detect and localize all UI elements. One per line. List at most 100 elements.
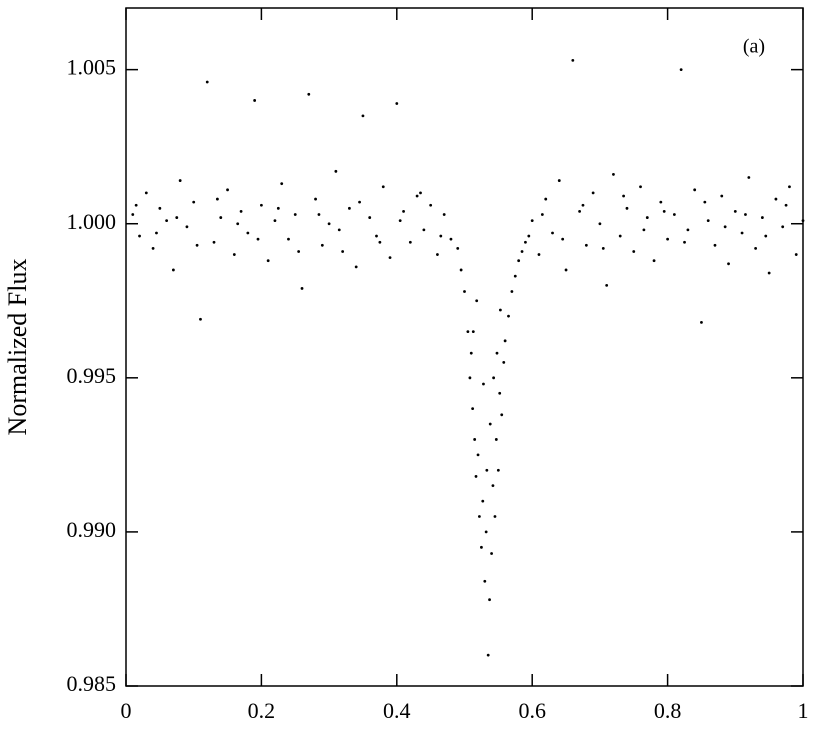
- data-point: [618, 234, 622, 238]
- data-point: [276, 206, 280, 210]
- data-point: [471, 407, 475, 411]
- data-point: [495, 351, 499, 355]
- data-point: [503, 339, 507, 343]
- data-point: [361, 114, 365, 118]
- data-point: [475, 299, 479, 303]
- data-point: [601, 246, 605, 250]
- y-tick-label: 0.990: [67, 517, 117, 542]
- data-point: [488, 598, 491, 602]
- data-point: [199, 317, 202, 321]
- data-point: [131, 213, 135, 216]
- data-point: [591, 191, 595, 195]
- x-tick-label: 0.2: [248, 698, 276, 723]
- data-point: [486, 653, 490, 657]
- data-point: [784, 203, 788, 207]
- data-point: [341, 250, 345, 253]
- data-point: [706, 219, 710, 223]
- data-point: [544, 197, 548, 201]
- data-point: [747, 176, 751, 179]
- data-point: [491, 484, 495, 488]
- data-point: [402, 210, 405, 213]
- x-tick-label: 0.8: [654, 698, 682, 723]
- data-point: [557, 179, 561, 182]
- data-point: [510, 290, 514, 293]
- data-point: [219, 216, 223, 219]
- data-point: [598, 222, 602, 226]
- data-point: [502, 361, 506, 364]
- x-tick-label: 0: [121, 698, 132, 723]
- y-tick-label: 1.000: [67, 209, 117, 234]
- data-point: [788, 185, 791, 189]
- data-point: [485, 468, 489, 472]
- data-point: [171, 268, 175, 272]
- data-point: [185, 225, 189, 229]
- x-tick-label: 0.4: [383, 698, 411, 723]
- data-point: [358, 200, 361, 204]
- data-point: [314, 197, 317, 201]
- plot-frame: [125, 7, 804, 687]
- data-point: [754, 246, 758, 250]
- data-point: [293, 213, 297, 216]
- data-point: [481, 499, 485, 503]
- data-point: [578, 210, 581, 213]
- data-point: [195, 243, 199, 247]
- data-point: [520, 250, 524, 253]
- data-point: [571, 58, 575, 62]
- data-point: [496, 468, 500, 472]
- data-point: [246, 231, 250, 235]
- data-point: [693, 188, 697, 192]
- data-point: [524, 240, 527, 244]
- data-point: [151, 246, 155, 250]
- data-point: [767, 271, 771, 275]
- data-point: [740, 231, 744, 235]
- data-point: [581, 203, 585, 207]
- data-point: [158, 206, 162, 210]
- data-point: [744, 213, 747, 216]
- data-point: [456, 246, 460, 250]
- data-point: [686, 228, 690, 232]
- data-point: [513, 274, 517, 278]
- data-point: [480, 545, 483, 549]
- data-point: [498, 308, 502, 312]
- data-point: [226, 188, 229, 192]
- data-point: [507, 314, 510, 318]
- data-point: [774, 197, 778, 201]
- data-point: [492, 376, 496, 380]
- data-point: [473, 438, 477, 441]
- data-point: [300, 287, 304, 290]
- data-point: [205, 80, 209, 84]
- data-point: [378, 240, 382, 244]
- data-point: [260, 203, 263, 207]
- data-point: [178, 179, 182, 182]
- data-point: [727, 262, 730, 266]
- data-point: [239, 210, 243, 213]
- data-point: [484, 530, 488, 534]
- data-point: [477, 515, 481, 518]
- data-point: [476, 453, 480, 457]
- data-point: [307, 92, 311, 96]
- data-point: [375, 234, 378, 238]
- data-point: [266, 259, 270, 263]
- data-point: [398, 219, 402, 223]
- data-point: [215, 197, 219, 201]
- data-point: [327, 222, 331, 226]
- x-tick-label: 1: [798, 698, 809, 723]
- data-point: [720, 194, 724, 198]
- data-point: [632, 250, 636, 253]
- data-point: [483, 579, 487, 583]
- data-point: [605, 283, 609, 287]
- data-point: [683, 240, 686, 244]
- data-point: [564, 268, 568, 272]
- data-point: [381, 185, 385, 189]
- data-point: [429, 203, 433, 207]
- data-point: [236, 222, 240, 226]
- data-point: [537, 253, 541, 256]
- data-point: [212, 240, 216, 244]
- data-point: [493, 515, 497, 518]
- y-tick-label: 1.005: [67, 55, 117, 80]
- data-point: [490, 552, 493, 555]
- data-point: [334, 169, 338, 173]
- data-point: [679, 68, 683, 72]
- panel-label: (a): [743, 36, 765, 58]
